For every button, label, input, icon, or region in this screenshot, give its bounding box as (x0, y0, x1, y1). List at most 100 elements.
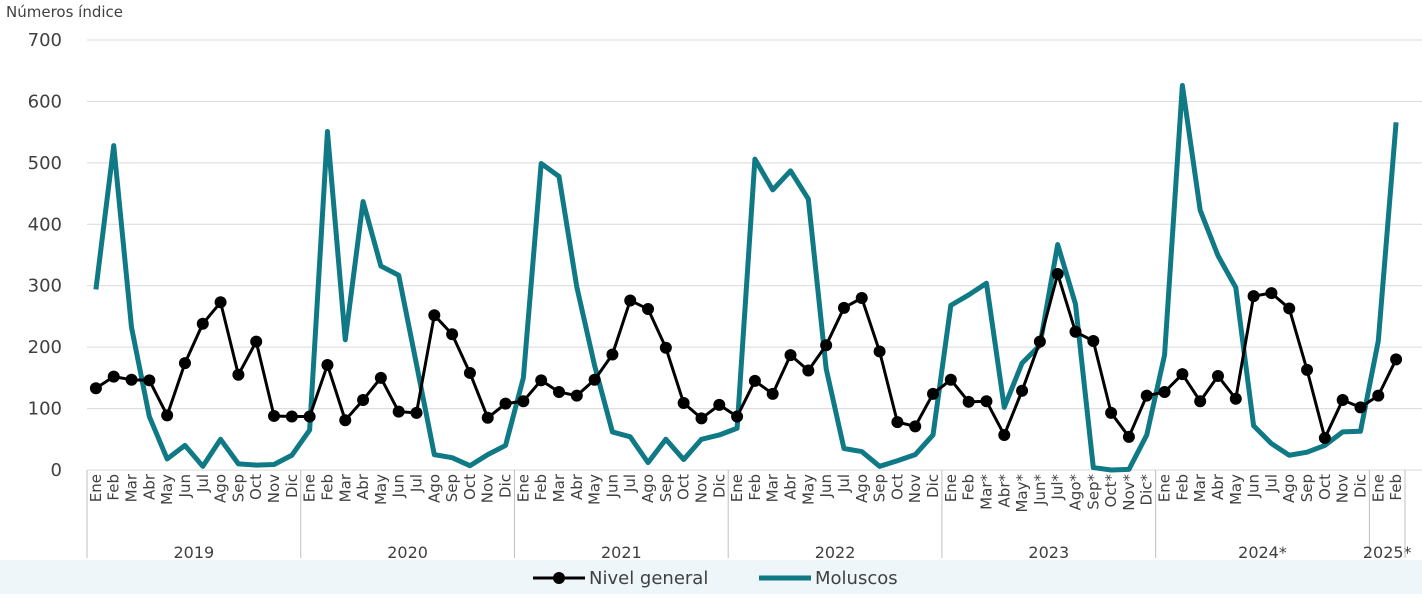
point (909, 420, 922, 433)
x-tick-label: Nov (479, 474, 497, 503)
point (1354, 401, 1367, 414)
point (695, 412, 708, 425)
point (1372, 389, 1385, 402)
y-tick-label: 500 (28, 153, 62, 174)
x-tick-label: Ago (1280, 474, 1298, 503)
legend-label: Nivel general (589, 568, 708, 589)
point (89, 382, 102, 395)
x-tick-label: Jun (603, 474, 621, 498)
footer-band (0, 560, 1422, 594)
point (1336, 393, 1349, 406)
x-tick-label: May (586, 474, 604, 505)
point (178, 357, 191, 370)
x-tick-label: Jun (817, 474, 835, 498)
legend-label: Moluscos (815, 568, 898, 589)
x-tick-label: Mar (123, 473, 141, 502)
point (196, 317, 209, 330)
point (766, 387, 779, 400)
y-tick-label: 700 (28, 30, 62, 51)
x-tick-label: Ene (942, 474, 960, 502)
point (321, 358, 334, 371)
point (1194, 395, 1207, 408)
legend-marker (553, 572, 565, 584)
point (748, 374, 761, 387)
point (1390, 353, 1403, 366)
x-tick-label: Nov* (1120, 474, 1138, 511)
x-tick-label: Abr (782, 473, 800, 500)
point (624, 294, 637, 307)
point (570, 389, 583, 402)
point (731, 410, 744, 423)
x-tick-label: Dic* (1138, 474, 1156, 506)
x-tick-label: Feb (1387, 474, 1405, 501)
x-tick-label: Jul (835, 474, 853, 493)
x-tick-label: Dic (1351, 474, 1369, 498)
x-tick-label: Sep (443, 474, 461, 502)
x-tick-label: Jul* (1049, 474, 1067, 501)
point (125, 373, 138, 386)
point (677, 397, 690, 410)
y-tick-label: 200 (28, 337, 62, 358)
x-tick-label: Jun (1245, 474, 1263, 498)
x-group-label: 2023 (1028, 543, 1069, 562)
x-tick-label: Oct (247, 474, 265, 500)
point (552, 385, 565, 398)
x-tick-label: Ene (87, 474, 105, 502)
x-tick-label: May (799, 474, 817, 505)
x-tick-label: Ago (425, 474, 443, 503)
x-tick-label: Nov (1334, 474, 1352, 503)
x-tick-label: Sep (229, 474, 247, 502)
point (784, 349, 797, 362)
x-tick-label: Jun (176, 474, 194, 498)
x-tick-label: Feb (746, 474, 764, 501)
point (802, 364, 815, 377)
x-tick-label: Mar (550, 473, 568, 502)
x-tick-label: May (372, 474, 390, 505)
x-tick-label: Sep (657, 474, 675, 502)
x-tick-label: Ene (728, 474, 746, 502)
x-tick-label: Nov (692, 474, 710, 503)
x-tick-label: Jul (621, 474, 639, 493)
point (535, 374, 548, 387)
point (374, 371, 387, 384)
x-tick-label: Oct (1316, 474, 1334, 500)
y-tick-label: 0 (51, 460, 62, 481)
x-tick-label: Jun* (1031, 474, 1049, 506)
x-tick-label: Ene (1369, 474, 1387, 502)
x-tick-label: Abr (568, 473, 586, 500)
x-tick-label: Ago* (1067, 474, 1085, 511)
point (232, 368, 245, 381)
x-tick-label: Mar (1191, 473, 1209, 502)
point (1318, 432, 1331, 445)
x-tick-label: Ene (514, 474, 532, 502)
point (214, 296, 227, 309)
point (1140, 389, 1153, 402)
x-tick-label: Oct (675, 474, 693, 500)
x-group-label: 2020 (387, 543, 428, 562)
point (1105, 406, 1118, 419)
x-tick-label: May (158, 474, 176, 505)
x-tick-label: Ago (212, 474, 230, 503)
x-group-label: 2025* (1363, 543, 1412, 562)
x-tick-label: Ago (639, 474, 657, 503)
x-tick-label: Sep (871, 474, 889, 502)
point (517, 395, 530, 408)
x-tick-label: Mar (764, 473, 782, 502)
point (446, 328, 459, 341)
x-tick-label: Dic (497, 474, 515, 498)
y-axis-label: Números índice (6, 3, 123, 21)
point (1033, 335, 1046, 348)
x-tick-label: Dic (924, 474, 942, 498)
point (713, 398, 726, 411)
point (927, 387, 940, 400)
point (1301, 363, 1314, 376)
x-tick-label: Feb (1173, 474, 1191, 501)
point (392, 405, 405, 418)
x-tick-label: Abr (354, 473, 372, 500)
y-tick-label: 300 (28, 276, 62, 297)
x-tick-label: Jul (194, 474, 212, 493)
point (481, 411, 494, 424)
point (944, 373, 957, 386)
